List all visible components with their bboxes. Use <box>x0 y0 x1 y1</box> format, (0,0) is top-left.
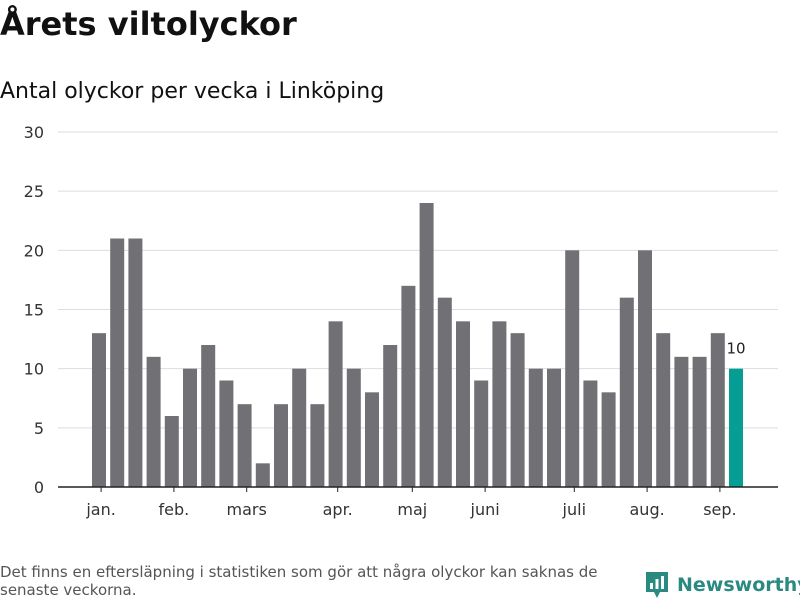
bar <box>346 368 361 487</box>
bar <box>128 238 143 487</box>
brand-name: Newsworthy <box>677 574 800 596</box>
data-labels: 10 <box>726 340 745 358</box>
x-axis-tick-labels: jan. feb. mars apr. maj juni juli aug. sep. <box>85 487 737 519</box>
bar <box>619 297 634 487</box>
x-tick-label: aug. <box>630 500 665 519</box>
bar <box>92 333 106 487</box>
x-tick-label: jan. <box>85 500 115 519</box>
x-tick-label: juni <box>470 500 500 519</box>
bars <box>92 203 743 487</box>
bar <box>656 333 671 487</box>
y-tick-label: 15 <box>24 301 44 320</box>
x-tick-label: mars <box>227 500 267 519</box>
bar <box>255 463 270 487</box>
bar <box>474 380 489 487</box>
bar <box>437 297 452 487</box>
bar <box>274 404 288 487</box>
bar <box>365 392 379 487</box>
bar <box>328 321 343 487</box>
x-tick-label: apr. <box>323 500 353 519</box>
footnote: Det finns en eftersläpning i statistiken… <box>0 563 598 599</box>
bar <box>710 333 725 487</box>
bar <box>164 416 179 487</box>
y-tick-label: 25 <box>24 182 44 201</box>
bar <box>146 356 161 487</box>
bar <box>219 380 234 487</box>
bar <box>528 368 543 487</box>
bar <box>383 345 398 487</box>
bar <box>510 333 525 487</box>
newsworthy-logo-icon <box>646 572 668 598</box>
chart-subtitle: Antal olyckor per vecka i Linköping <box>0 79 385 104</box>
y-tick-label: 20 <box>24 241 44 260</box>
bar <box>110 238 125 487</box>
bar <box>601 392 616 487</box>
x-tick-label: feb. <box>159 500 190 519</box>
y-tick-label: 5 <box>34 419 44 438</box>
bar <box>456 321 470 487</box>
bar <box>201 345 216 487</box>
y-tick-label: 30 <box>24 123 44 142</box>
data-label: 10 <box>726 340 745 358</box>
y-axis-tick-labels: 0 5 10 15 20 25 30 <box>24 123 44 497</box>
x-tick-label: juli <box>562 500 586 519</box>
bar-highlighted <box>729 368 743 487</box>
chart-title: Årets viltolyckor <box>0 5 297 43</box>
y-tick-label: 10 <box>24 360 44 379</box>
bar <box>310 404 325 487</box>
bar <box>183 368 197 487</box>
bar <box>583 380 598 487</box>
bar <box>492 321 507 487</box>
bar <box>419 203 434 487</box>
bar <box>292 368 307 487</box>
bar <box>638 250 652 487</box>
bar <box>237 404 252 487</box>
x-tick-label: maj <box>397 500 427 519</box>
x-tick-label: sep. <box>703 500 736 519</box>
bar <box>674 356 689 487</box>
bar <box>565 250 580 487</box>
newsworthy-brand[interactable]: Newsworthy <box>644 569 800 600</box>
y-tick-label: 0 <box>34 478 44 497</box>
bar <box>547 368 561 487</box>
bar <box>692 356 707 487</box>
bar <box>401 285 416 487</box>
